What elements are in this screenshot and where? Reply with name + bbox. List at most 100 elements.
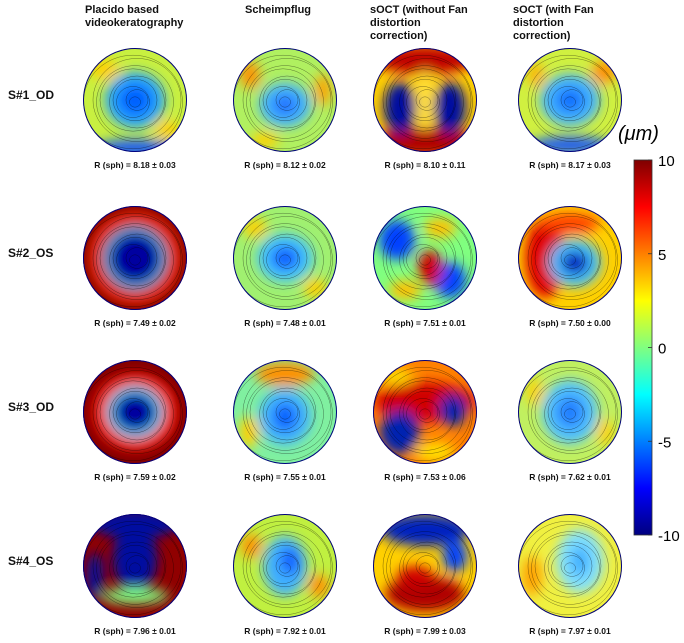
contour (531, 531, 609, 605)
contour (242, 216, 332, 300)
contour (527, 58, 617, 142)
surface-map (83, 206, 187, 310)
contour (534, 534, 602, 598)
contour (419, 562, 431, 574)
contour (99, 534, 167, 598)
blob (528, 63, 544, 87)
contour (547, 544, 593, 588)
blob (389, 280, 421, 300)
contour (382, 370, 472, 454)
contour (415, 555, 439, 577)
contour (544, 75, 600, 129)
contour (116, 86, 150, 118)
blob (241, 534, 261, 558)
contour (125, 555, 149, 577)
blob (597, 418, 613, 446)
contour (551, 244, 585, 276)
blob (424, 218, 456, 238)
blob (556, 396, 584, 428)
contour (125, 89, 149, 111)
contour (386, 531, 464, 605)
contour (129, 562, 141, 574)
blob (155, 120, 179, 140)
fit-result: R (sph) = 7.49 ± 0.02 (94, 318, 176, 328)
contour (547, 236, 593, 280)
contour (419, 408, 431, 420)
contour (402, 390, 448, 434)
contour (382, 216, 472, 300)
contour (551, 398, 585, 430)
surface-map (373, 206, 477, 310)
contour (564, 408, 576, 420)
fit-result: R (sph) = 7.96 ± 0.01 (94, 626, 176, 636)
contour (242, 370, 332, 454)
map-blobs (522, 529, 604, 596)
surface-map (373, 48, 477, 152)
surface-map (83, 360, 187, 464)
contour (266, 244, 300, 276)
contour (564, 254, 576, 266)
fit-result: R (sph) = 7.50 ± 0.00 (529, 318, 611, 328)
contour (547, 390, 593, 434)
blob (271, 246, 299, 270)
blob (375, 48, 475, 74)
contour (419, 254, 431, 266)
contour (415, 401, 439, 423)
contour (96, 531, 174, 605)
fit-result: R (sph) = 7.48 ± 0.01 (244, 318, 326, 328)
contour (246, 65, 324, 139)
blob (113, 392, 157, 432)
contour (399, 233, 455, 287)
blob (95, 140, 175, 152)
contour (246, 531, 324, 605)
contour (112, 390, 158, 434)
contour (275, 89, 299, 111)
blob (243, 218, 267, 238)
fit-result: R (sph) = 8.17 ± 0.03 (529, 160, 611, 170)
contour (389, 226, 457, 290)
contour (389, 380, 457, 444)
contour (544, 233, 600, 287)
row-label: S#2_OS (8, 246, 54, 260)
contour (560, 247, 584, 269)
contour (129, 254, 141, 266)
surface-map (373, 514, 477, 618)
contour (99, 226, 167, 290)
map-blobs (89, 212, 181, 304)
contour (116, 398, 150, 430)
contour (415, 89, 439, 111)
surface-map (83, 48, 187, 152)
blob (101, 588, 169, 604)
colorbar-tick-label: 10 (658, 153, 675, 170)
contour (116, 244, 150, 276)
blob (540, 213, 600, 233)
contour (389, 68, 457, 132)
fit-result: R (sph) = 7.59 ± 0.02 (94, 472, 176, 482)
contour (109, 541, 165, 595)
contour (402, 236, 448, 280)
blob (119, 85, 151, 115)
blob (417, 70, 433, 130)
surface-map (518, 206, 622, 310)
blob (443, 540, 467, 572)
contour (279, 562, 291, 574)
contour (125, 247, 149, 269)
colorbar-tick-label: 0 (658, 341, 666, 358)
contour (531, 223, 609, 297)
fit-result: R (sph) = 8.10 ± 0.11 (384, 160, 466, 170)
column-header: sOCT (with Fan distortion correction) (513, 4, 594, 42)
blob (273, 95, 297, 115)
contour (129, 96, 141, 108)
contour (406, 398, 440, 430)
contour (564, 96, 576, 108)
blob (561, 251, 589, 275)
contour (564, 562, 576, 574)
contour (560, 89, 584, 111)
fit-result: R (sph) = 7.62 ± 0.01 (529, 472, 611, 482)
contour (112, 544, 158, 588)
contour (112, 78, 158, 122)
contour (266, 398, 300, 430)
contour (386, 223, 464, 297)
map-blobs (239, 362, 315, 448)
fit-result: R (sph) = 7.51 ± 0.01 (384, 318, 466, 328)
